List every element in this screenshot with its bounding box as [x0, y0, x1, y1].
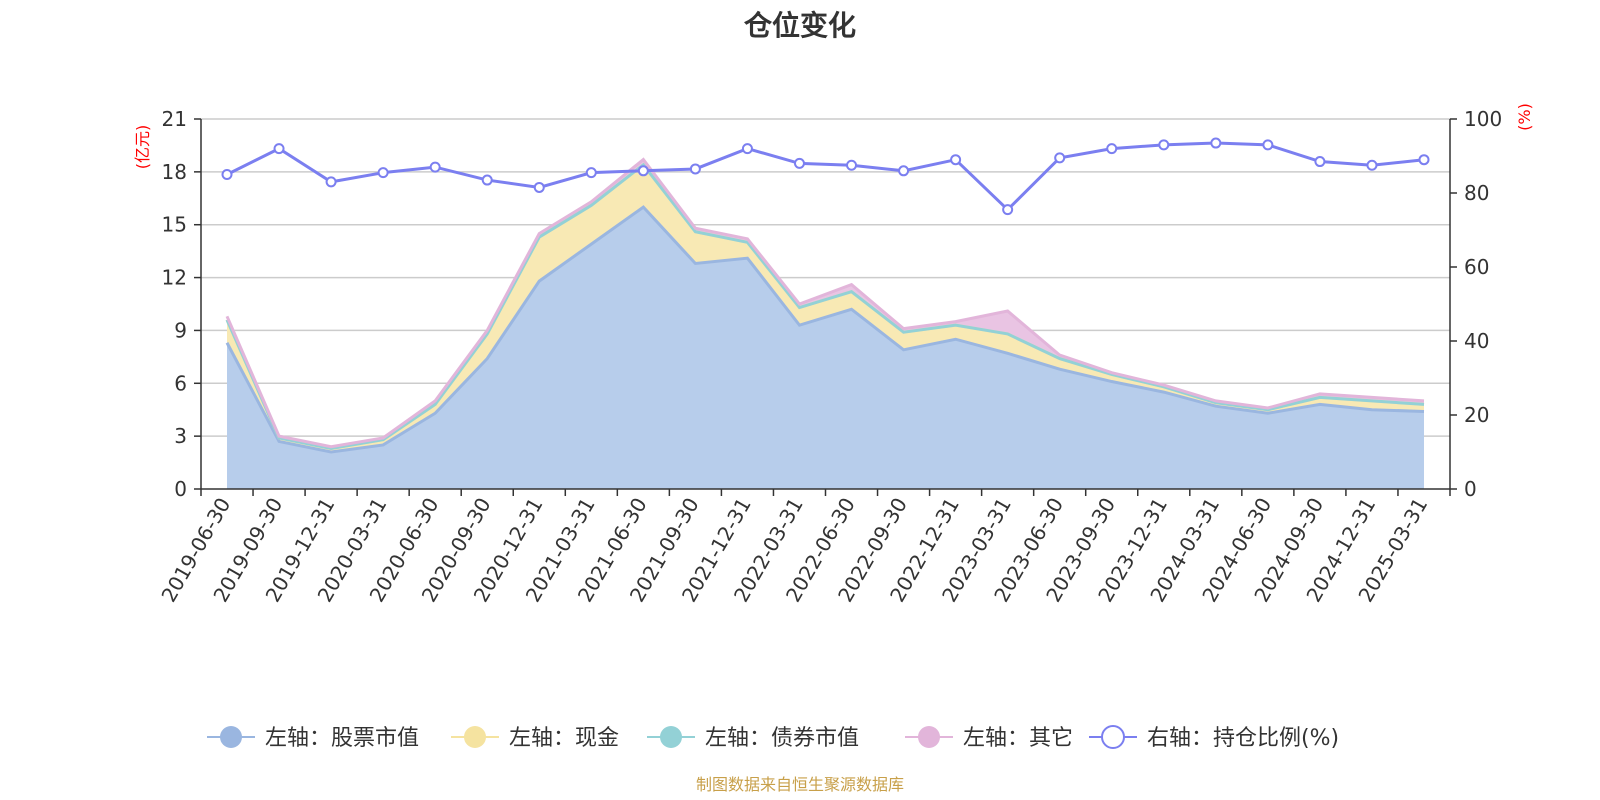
ratio-point[interactable] [1002, 204, 1014, 216]
right-tick-label: 80 [1464, 181, 1489, 205]
left-axis-unit: (亿元) [133, 125, 152, 170]
ratio-point[interactable] [846, 159, 858, 171]
legend-label: 左轴：债券市值 [705, 726, 859, 751]
ratio-point[interactable] [325, 176, 337, 188]
ratio-point[interactable] [1054, 152, 1066, 164]
left-tick-label: 15 [162, 213, 187, 237]
legend-label: 左轴：其它 [963, 726, 1073, 751]
right-tick-label: 100 [1464, 107, 1502, 131]
legend-label: 左轴：股票市值 [265, 726, 419, 751]
right-tick-label: 60 [1464, 255, 1489, 279]
right-tick-label: 20 [1464, 403, 1489, 427]
ratio-point[interactable] [1366, 159, 1378, 171]
ratio-point[interactable] [273, 143, 285, 155]
ratio-point[interactable] [221, 169, 233, 180]
ratio-point[interactable] [429, 161, 441, 173]
legend-marker [918, 726, 940, 748]
legend-item[interactable]: 左轴：股票市值 [207, 726, 419, 751]
left-tick-label: 12 [162, 266, 187, 290]
ratio-line [226, 141, 1425, 212]
ratio-point[interactable] [1418, 154, 1430, 166]
series-line-4 [225, 157, 1425, 449]
legend-item[interactable]: 左轴：现金 [451, 726, 619, 751]
left-tick-label: 21 [162, 107, 187, 131]
source-note: 制图数据来自恒生聚源数据库 [696, 775, 904, 794]
ratio-point[interactable] [637, 165, 649, 177]
ratio-point[interactable] [793, 157, 805, 169]
right-axis-unit: (%) [1515, 103, 1534, 131]
left-tick-label: 3 [174, 424, 187, 448]
area-1 [227, 207, 1424, 489]
right-tick-label: 0 [1464, 477, 1477, 501]
ratio-point[interactable] [1158, 139, 1170, 151]
ratio-point[interactable] [1314, 156, 1326, 168]
ratio-point[interactable] [1262, 139, 1274, 151]
legend-item[interactable]: 左轴：债券市值 [647, 726, 859, 751]
ratio-point[interactable] [1106, 143, 1118, 155]
ratio-point[interactable] [950, 154, 962, 166]
left-tick-label: 18 [162, 160, 187, 184]
legend-marker [220, 726, 242, 748]
left-tick-label: 0 [174, 477, 187, 501]
ratio-point[interactable] [585, 167, 597, 179]
left-tick-label: 6 [174, 371, 187, 395]
ratio-point[interactable] [689, 163, 701, 175]
series-line-3 [225, 162, 1425, 451]
ratio-point[interactable] [741, 143, 753, 155]
ratio-point[interactable] [377, 167, 389, 179]
ratio-point[interactable] [1210, 137, 1222, 149]
ratio-point[interactable] [481, 174, 493, 186]
ratio-point[interactable] [898, 165, 910, 177]
area-2 [227, 164, 1424, 453]
legend-item[interactable]: 左轴：其它 [905, 726, 1073, 751]
left-tick-label: 9 [174, 318, 187, 342]
legend-marker [1101, 725, 1125, 749]
legend-item[interactable]: 右轴：持仓比例(%) [1089, 725, 1339, 751]
legend-marker [464, 726, 486, 748]
series-line-1 [225, 205, 1425, 454]
ratio-point[interactable] [533, 181, 545, 193]
chart-title: 仓位变化 [743, 9, 856, 42]
legend-marker [660, 726, 682, 748]
legend-label: 左轴：现金 [509, 726, 619, 751]
legend-label: 右轴：持仓比例(%) [1147, 726, 1339, 751]
right-tick-label: 40 [1464, 329, 1489, 353]
